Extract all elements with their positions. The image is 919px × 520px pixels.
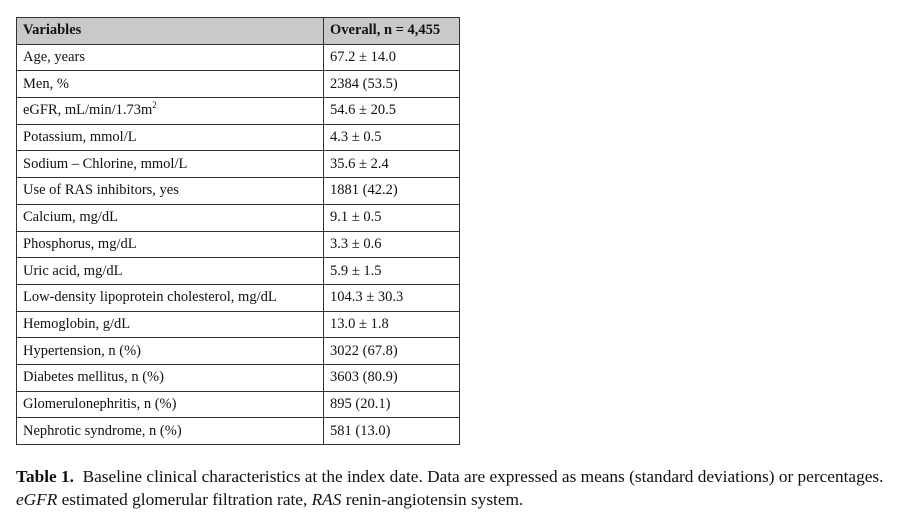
variable-text: Calcium, mg/dL bbox=[23, 209, 119, 226]
table-row: Hypertension, n (%) 3022 (67.8) bbox=[16, 337, 460, 365]
variable-text: Sodium – Chlorine, mmol/L bbox=[23, 155, 188, 172]
table-row: Nephrotic syndrome, n (%) 581 (13.0) bbox=[16, 417, 460, 445]
value-cell: 13.0 ± 1.8 bbox=[323, 310, 460, 339]
variable-cell: Uric acid, mg/dL bbox=[16, 257, 324, 285]
value-cell: 67.2 ± 14.0 bbox=[323, 43, 460, 72]
variable-cell: Men, % bbox=[16, 70, 324, 99]
abbreviation-term: eGFR bbox=[16, 490, 58, 509]
variable-cell: Age, years bbox=[16, 43, 324, 72]
table-row: eGFR, mL/min/1.73m2 54.6 ± 20.5 bbox=[16, 97, 460, 125]
table-row: Calcium, mg/dL 9.1 ± 0.5 bbox=[16, 203, 460, 232]
table-row: Potassium, mmol/L 4.3 ± 0.5 bbox=[16, 123, 460, 152]
variable-cell: Hemoglobin, g/dL bbox=[16, 310, 324, 339]
abbreviation-term: RAS bbox=[311, 490, 342, 509]
variable-text: Low-density lipoprotein cholesterol, mg/… bbox=[23, 289, 277, 306]
variable-cell: Nephrotic syndrome, n (%) bbox=[16, 417, 324, 445]
variable-text: Hemoglobin, g/dL bbox=[23, 315, 131, 332]
variable-text: Nephrotic syndrome, n (%) bbox=[23, 422, 182, 439]
table-row: Sodium – Chlorine, mmol/L 35.6 ± 2.4 bbox=[16, 150, 460, 179]
value-cell: 3022 (67.8) bbox=[323, 337, 460, 365]
variable-cell: Calcium, mg/dL bbox=[16, 203, 324, 232]
table-row: Phosphorus, mg/dL 3.3 ± 0.6 bbox=[16, 230, 460, 259]
variable-text: Age, years bbox=[23, 49, 86, 66]
value-cell: 3603 (80.9) bbox=[323, 363, 460, 392]
value-cell: 1881 (42.2) bbox=[323, 177, 460, 205]
value-cell: 5.9 ± 1.5 bbox=[323, 257, 460, 285]
variable-text: Potassium, mmol/L bbox=[23, 129, 137, 146]
table-row: Men, % 2384 (53.5) bbox=[16, 70, 460, 99]
table-row: Low-density lipoprotein cholesterol, mg/… bbox=[16, 283, 460, 312]
value-cell: 9.1 ± 0.5 bbox=[323, 203, 460, 232]
table-row: Uric acid, mg/dL 5.9 ± 1.5 bbox=[16, 257, 460, 285]
value-cell: 895 (20.1) bbox=[323, 390, 460, 419]
variable-cell: Sodium – Chlorine, mmol/L bbox=[16, 150, 324, 179]
table-row: Diabetes mellitus, n (%) 3603 (80.9) bbox=[16, 363, 460, 392]
caption: Table 1. Baseline clinical characteristi… bbox=[16, 465, 919, 511]
variable-cell: Use of RAS inhibitors, yes bbox=[16, 177, 324, 205]
value-cell: 35.6 ± 2.4 bbox=[323, 150, 460, 179]
variable-text: Use of RAS inhibitors, yes bbox=[23, 182, 179, 199]
value-cell: 54.6 ± 20.5 bbox=[323, 97, 460, 125]
caption-text: Baseline clinical characteristics at the… bbox=[82, 467, 884, 486]
value-cell: 4.3 ± 0.5 bbox=[323, 123, 460, 152]
table-row: Glomerulonephritis, n (%) 895 (20.1) bbox=[16, 390, 460, 419]
variable-text: Uric acid, mg/dL bbox=[23, 262, 123, 279]
table-row: Hemoglobin, g/dL 13.0 ± 1.8 bbox=[16, 310, 460, 339]
variable-cell: Potassium, mmol/L bbox=[16, 123, 324, 152]
value-cell: 104.3 ± 30.3 bbox=[323, 283, 460, 312]
value-cell: 3.3 ± 0.6 bbox=[323, 230, 460, 259]
variable-cell: Low-density lipoprotein cholesterol, mg/… bbox=[16, 283, 324, 312]
variable-text: Diabetes mellitus, n (%) bbox=[23, 369, 164, 386]
header-cell: Variables bbox=[16, 17, 324, 45]
table-row: Use of RAS inhibitors, yes 1881 (42.2) bbox=[16, 177, 460, 205]
abbreviation-definition: renin-angiotensin system. bbox=[345, 490, 524, 509]
value-cell: 581 (13.0) bbox=[323, 417, 460, 445]
variable-text: Phosphorus, mg/dL bbox=[23, 235, 137, 252]
caption-label: Table 1. bbox=[16, 467, 74, 486]
variable-text: Hypertension, n (%) bbox=[23, 342, 141, 359]
variable-cell: Glomerulonephritis, n (%) bbox=[16, 390, 324, 419]
data-table: Variables Overall, n = 4,455 Age, years 6… bbox=[16, 17, 460, 445]
header-cell: Overall, n = 4,455 bbox=[323, 17, 460, 45]
variable-text: Men, % bbox=[23, 75, 69, 92]
variable-text: eGFR, mL/min/1.73m bbox=[23, 102, 153, 119]
abbreviation-definition: estimated glomerular filtration rate, bbox=[61, 490, 308, 509]
variable-cell: eGFR, mL/min/1.73m2 bbox=[16, 97, 324, 125]
variable-text: Glomerulonephritis, n (%) bbox=[23, 395, 177, 412]
variable-cell: Phosphorus, mg/dL bbox=[16, 230, 324, 259]
superscript: 2 bbox=[152, 100, 157, 111]
variable-cell: Hypertension, n (%) bbox=[16, 337, 324, 365]
table-row: Age, years 67.2 ± 14.0 bbox=[16, 43, 460, 72]
variable-cell: Diabetes mellitus, n (%) bbox=[16, 363, 324, 392]
value-cell: 2384 (53.5) bbox=[323, 70, 460, 99]
header-row: Variables Overall, n = 4,455 bbox=[16, 17, 460, 45]
